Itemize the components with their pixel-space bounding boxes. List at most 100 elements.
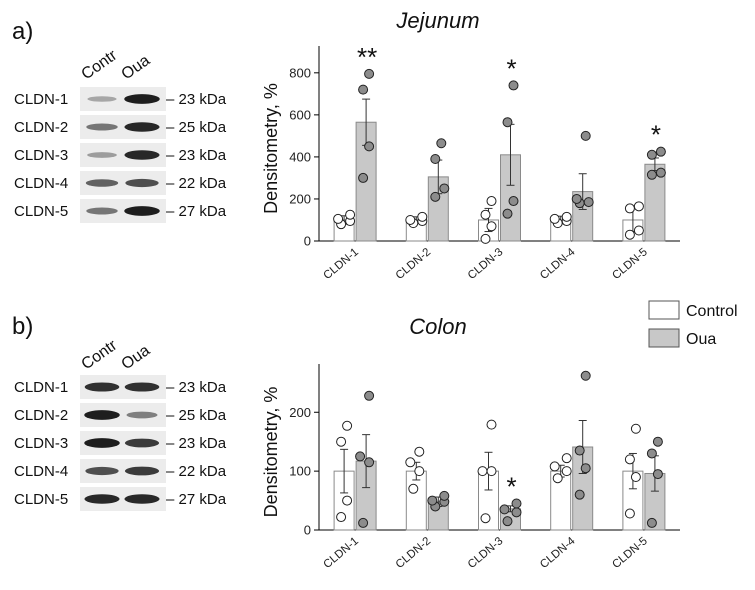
data-point xyxy=(486,466,497,477)
legend-swatch-control xyxy=(648,300,680,320)
blot-band xyxy=(124,150,160,160)
blot-band xyxy=(85,179,119,187)
data-point xyxy=(430,154,441,165)
x-tick-label: CLDN-4 xyxy=(538,246,578,282)
data-point xyxy=(355,451,366,462)
data-point xyxy=(511,498,522,509)
data-point xyxy=(336,436,347,447)
chart-title: Jejunum xyxy=(395,8,479,33)
y-tick-label: 0 xyxy=(304,234,311,249)
panel-a-letter: a) xyxy=(12,18,33,45)
data-point xyxy=(427,495,438,506)
x-tick-label: CLDN-3 xyxy=(466,246,506,282)
data-point xyxy=(574,445,585,456)
data-point xyxy=(624,508,635,519)
data-point xyxy=(364,68,375,79)
blot-band xyxy=(87,96,117,102)
blot-protein-label: CLDN-4 xyxy=(14,463,68,480)
y-tick-label: 800 xyxy=(289,65,311,80)
data-point xyxy=(439,490,450,501)
data-point xyxy=(624,454,635,465)
blot-kda-label: – 23 kDa xyxy=(166,379,227,396)
data-point xyxy=(652,436,663,447)
data-point xyxy=(480,233,491,244)
y-tick-label: 200 xyxy=(289,191,311,206)
data-point xyxy=(499,504,510,515)
data-point xyxy=(508,196,519,207)
blot-kda-label: – 27 kDa xyxy=(166,491,227,508)
data-point xyxy=(646,149,657,160)
blot-kda-label: – 23 kDa xyxy=(166,435,227,452)
data-point xyxy=(646,517,657,528)
y-tick-label: 600 xyxy=(289,107,311,122)
data-point xyxy=(439,183,450,194)
data-point xyxy=(655,146,666,157)
blot-band xyxy=(124,94,160,104)
data-point xyxy=(436,138,447,149)
blot-protein-label: CLDN-4 xyxy=(14,175,68,192)
data-point xyxy=(405,457,416,468)
data-point xyxy=(561,466,572,477)
blot-band xyxy=(84,438,120,448)
x-tick-label: CLDN-2 xyxy=(394,535,434,571)
blot-kda-label: – 22 kDa xyxy=(166,175,227,192)
blot-band xyxy=(84,410,120,420)
blot-column-label: Oua xyxy=(119,342,154,373)
data-point xyxy=(624,229,635,240)
y-axis-label: Densitometry, % xyxy=(261,387,281,518)
blot-kda-label: – 22 kDa xyxy=(166,463,227,480)
data-point xyxy=(405,214,416,225)
data-point xyxy=(549,461,560,472)
blot-band xyxy=(84,494,120,504)
data-point xyxy=(486,221,497,232)
y-tick-label: 400 xyxy=(289,149,311,164)
data-point xyxy=(408,483,419,494)
x-tick-label: CLDN-5 xyxy=(610,535,650,571)
x-tick-label: CLDN-2 xyxy=(394,246,434,282)
chart-title: Colon xyxy=(409,314,466,339)
data-point xyxy=(633,201,644,212)
x-tick-label: CLDN-5 xyxy=(610,246,650,282)
blot-band xyxy=(87,152,117,158)
data-point xyxy=(646,448,657,459)
blot-column-label: Contr xyxy=(79,47,121,84)
y-axis-label: Densitometry, % xyxy=(261,83,281,214)
data-point xyxy=(633,225,644,236)
x-tick-label: CLDN-4 xyxy=(538,535,578,571)
legend-label: Oua xyxy=(686,331,716,348)
data-point xyxy=(358,172,369,183)
data-point xyxy=(561,453,572,464)
data-point xyxy=(358,84,369,95)
data-point xyxy=(508,80,519,91)
blot-band xyxy=(124,382,160,392)
data-point xyxy=(414,446,425,457)
data-point xyxy=(364,390,375,401)
data-point xyxy=(480,513,491,524)
blot-protein-label: CLDN-2 xyxy=(14,407,68,424)
blot-protein-label: CLDN-1 xyxy=(14,91,68,108)
blot-column-label: Contr xyxy=(79,337,121,374)
x-tick-label: CLDN-1 xyxy=(321,535,361,571)
data-point xyxy=(336,512,347,523)
blot-protein-label: CLDN-3 xyxy=(14,147,68,164)
blot-band xyxy=(85,466,119,476)
data-point xyxy=(502,208,513,219)
data-point xyxy=(333,213,344,224)
data-point xyxy=(552,473,563,484)
data-point xyxy=(580,370,591,381)
bar-chart-jejunum: Jejunum Densitometry, % 0 200 400 600 800 CLDN-… xyxy=(261,8,680,282)
data-point xyxy=(549,213,560,224)
data-point xyxy=(502,117,513,128)
blot-band xyxy=(84,382,120,392)
y-tick-label: 100 xyxy=(289,464,311,479)
blot-kda-label: – 27 kDa xyxy=(166,203,227,220)
data-point xyxy=(624,203,635,214)
blot-band xyxy=(124,206,160,216)
data-point xyxy=(561,211,572,222)
blot-band xyxy=(126,411,158,419)
blot-column-label: Oua xyxy=(119,52,154,83)
blot-band xyxy=(124,438,160,448)
data-point xyxy=(477,466,488,477)
